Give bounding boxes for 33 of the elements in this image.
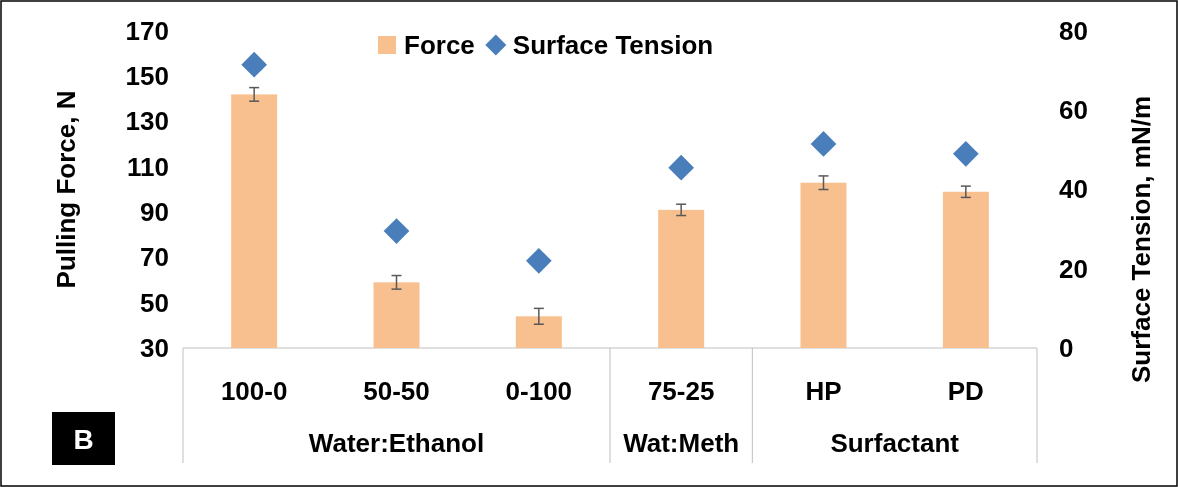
x-tick-label: 75-25 <box>647 376 715 406</box>
y-tick-label: 90 <box>140 196 169 227</box>
point <box>241 51 268 78</box>
legend-label: Surface Tension <box>512 30 714 60</box>
x-tick-label: 100-0 <box>220 376 288 406</box>
y2-tick-label: 80 <box>1059 15 1088 46</box>
y-axis-title: Pulling Force, N <box>51 90 81 289</box>
legend-label: Force <box>404 30 475 60</box>
text: B <box>73 424 94 455</box>
x-tick-label: 0-100 <box>505 376 573 406</box>
y-tick-label: 150 <box>125 61 169 92</box>
point <box>525 247 552 274</box>
y-tick-label: 130 <box>125 106 169 137</box>
y-tick-label: 170 <box>125 15 169 46</box>
point <box>383 218 410 244</box>
x-tick-label: HP <box>805 376 842 406</box>
text: Surfactant <box>830 428 960 458</box>
point <box>668 154 695 181</box>
y2-tick-label: 20 <box>1059 253 1088 284</box>
y2-axis-title: Surface Tension, mN/m <box>1126 95 1156 384</box>
y2-tick-label: 40 <box>1059 174 1088 205</box>
point <box>952 140 979 167</box>
y2-tick-label: 0 <box>1059 332 1074 363</box>
y2-tick-label: 60 <box>1059 95 1088 126</box>
x-tick-label: 50-50 <box>363 376 430 406</box>
y-tick-label: 110 <box>127 151 169 182</box>
y-tick-label: 50 <box>140 287 169 318</box>
y-tick-label: 70 <box>140 242 169 273</box>
y-tick-label: 30 <box>140 332 169 363</box>
point <box>810 131 837 157</box>
x-tick-label: PD <box>947 376 984 406</box>
text: Wat:Meth <box>623 428 740 458</box>
text: Water:Ethanol <box>308 428 485 458</box>
